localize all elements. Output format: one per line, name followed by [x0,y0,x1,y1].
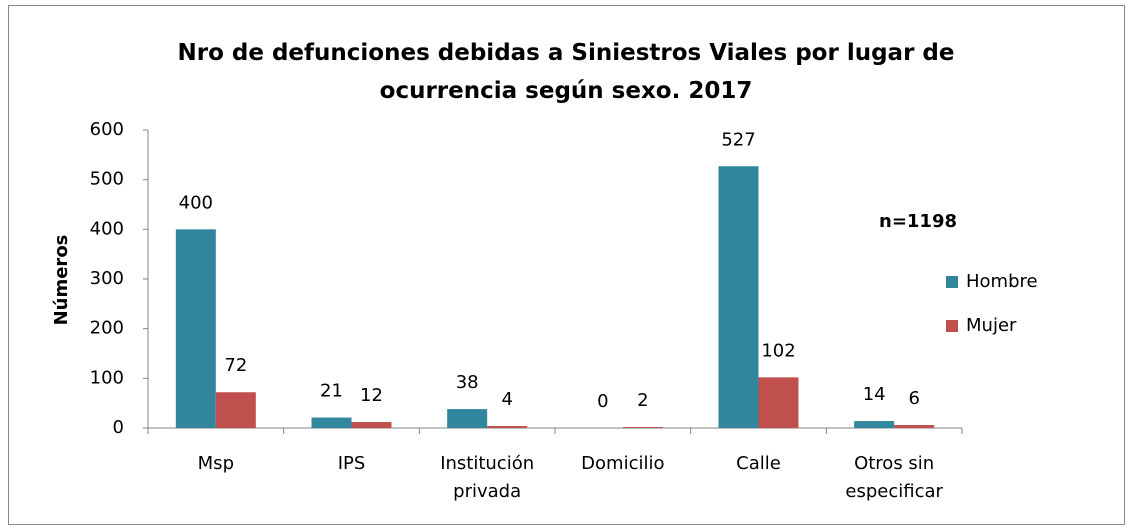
y-tick-label: 600 [90,119,124,140]
bar [894,425,935,428]
y-tick-label: 100 [90,367,124,388]
legend-swatch [946,276,958,288]
bar [175,229,216,428]
y-tick-label: 200 [90,318,124,339]
y-tick-label: 0 [113,417,124,438]
data-label: 527 [721,129,755,150]
legend-swatch [946,320,958,332]
data-label: 2 [637,390,648,411]
data-label: 72 [224,355,247,376]
data-label: 400 [179,192,213,213]
bar [447,409,488,428]
x-tick-label: Otros sin especificar [845,453,943,502]
chart-border [8,5,1125,525]
data-label: 6 [908,388,919,409]
legend-label: Hombre [966,271,1038,292]
bar [718,166,759,429]
bar [487,426,528,428]
bar [215,392,256,428]
x-tick-label: IPS [337,453,366,474]
data-label: 102 [761,340,795,361]
x-tick-label: Msp [197,453,234,474]
y-tick-label: 300 [90,268,124,289]
data-label: 0 [597,391,608,412]
y-tick-label: 400 [90,218,124,239]
bar [351,422,392,428]
x-tick-label: Institución privada [440,453,535,502]
bar [758,377,799,428]
data-label: 12 [360,385,383,406]
data-label: 14 [863,384,886,405]
chart-title: Nro de defunciones debidas a Siniestros … [177,40,955,104]
data-label: 38 [456,372,479,393]
bar [311,417,352,428]
x-tick-label: Calle [736,453,781,474]
data-label: 4 [501,389,512,410]
legend-label: Mujer [966,315,1017,336]
y-axis-label: Números [51,235,72,326]
bar [854,421,895,428]
y-tick-label: 500 [90,169,124,190]
data-label: 21 [320,381,343,402]
bar [622,427,663,428]
x-tick-label: Domicilio [581,453,665,474]
annotation: n=1198 [879,211,957,232]
